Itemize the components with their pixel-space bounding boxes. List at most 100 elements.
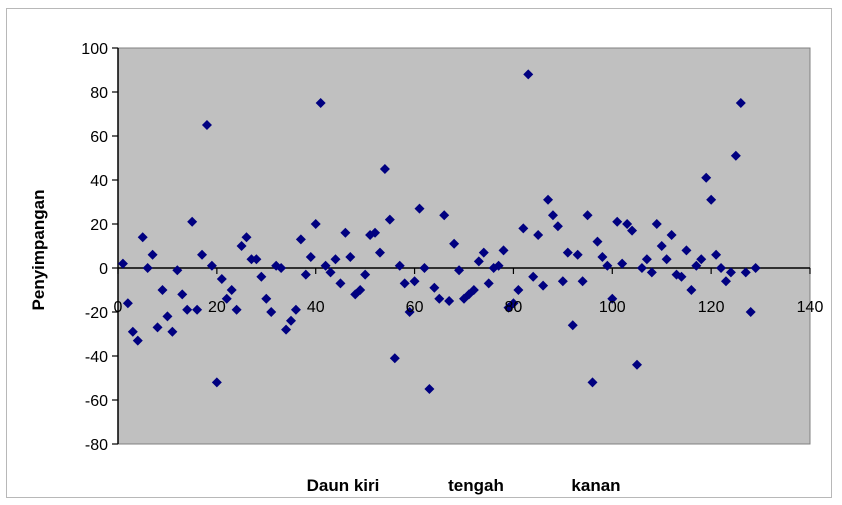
data-point [439,210,450,221]
x-tick-label: 20 [208,299,226,316]
points-layer [117,69,761,394]
data-point [691,260,702,271]
x-axis-title-part-middle: tengah [448,476,504,495]
data-point [681,245,692,256]
data-point [340,227,351,238]
data-point [187,216,198,227]
y-tick-label: 40 [90,173,108,190]
data-point [562,247,573,258]
data-point [543,194,554,205]
data-point [290,304,301,315]
y-tick-label: -40 [85,349,108,366]
plot-area [117,47,811,445]
data-point [592,236,603,247]
data-point [122,298,133,309]
data-point [256,271,267,282]
y-axis-title: Penyimpangan [29,190,48,311]
data-point [211,377,222,388]
data-point [577,276,588,287]
data-point [330,254,341,265]
x-tick-label: 140 [797,299,824,316]
data-point [281,324,292,335]
data-point [646,267,657,278]
data-point [686,285,697,295]
data-point [552,221,563,232]
data-point [241,232,252,243]
data-point [523,69,534,80]
data-point [162,311,173,322]
data-point [419,263,430,273]
x-tick-label: 60 [406,299,424,316]
data-point [286,315,296,326]
data-point [335,278,346,289]
data-point [266,307,277,317]
data-point [567,320,578,331]
data-point [557,276,568,287]
data-point [676,271,687,282]
data-point [305,252,316,262]
data-point [641,254,652,265]
y-tick-label: -80 [85,437,108,454]
data-point [725,267,736,278]
data-point [197,249,208,260]
data-point [627,225,638,236]
data-point [528,271,539,282]
labels-layer: -80 -60 -40 -20 0 20 40 60 80 100 0 20 40 60 80 100 120 1… [81,41,823,454]
data-point [261,293,272,304]
data-point [152,322,163,333]
data-point [177,289,188,300]
data-point [533,230,544,240]
data-point [167,326,178,337]
data-point [547,210,558,221]
data-point [716,263,727,273]
data-point [656,241,667,251]
data-point [409,276,420,287]
data-point [582,210,593,221]
data-point [251,254,262,265]
data-point [276,263,287,273]
data-point [434,293,445,304]
data-point [236,241,247,251]
data-point [384,214,395,225]
data-point [513,285,524,295]
data-point [315,98,326,108]
ticks-layer [112,47,811,445]
y-tick-label: 60 [90,129,108,146]
x-axis-title-part-left: Daun kiri [307,476,380,495]
data-point [661,254,672,265]
data-point [740,267,751,278]
data-point [157,285,168,295]
y-tick-label: 20 [90,217,108,234]
data-point [206,260,217,271]
data-point [444,296,455,306]
data-point [300,269,311,280]
x-tick-label: 40 [307,299,325,316]
data-point [127,326,138,337]
data-point [478,247,489,258]
data-point [720,276,731,287]
data-point [636,263,647,273]
data-point [602,260,613,271]
data-point [473,256,484,267]
y-tick-label: 0 [99,261,108,278]
data-point [216,274,227,284]
data-point [414,203,425,214]
y-tick-label: 100 [81,41,108,58]
data-point [518,223,529,234]
data-point [730,150,741,161]
data-point [711,249,722,260]
data-point [617,258,628,269]
data-point [226,285,237,295]
data-point [572,249,583,260]
data-point [498,245,509,256]
data-point [632,359,642,370]
data-point [394,260,405,271]
data-point [345,252,356,262]
data-point [538,280,549,291]
data-point [404,307,415,317]
data-point [182,304,193,315]
data-point [325,267,336,278]
data-point [142,263,153,273]
data-point [587,377,598,388]
